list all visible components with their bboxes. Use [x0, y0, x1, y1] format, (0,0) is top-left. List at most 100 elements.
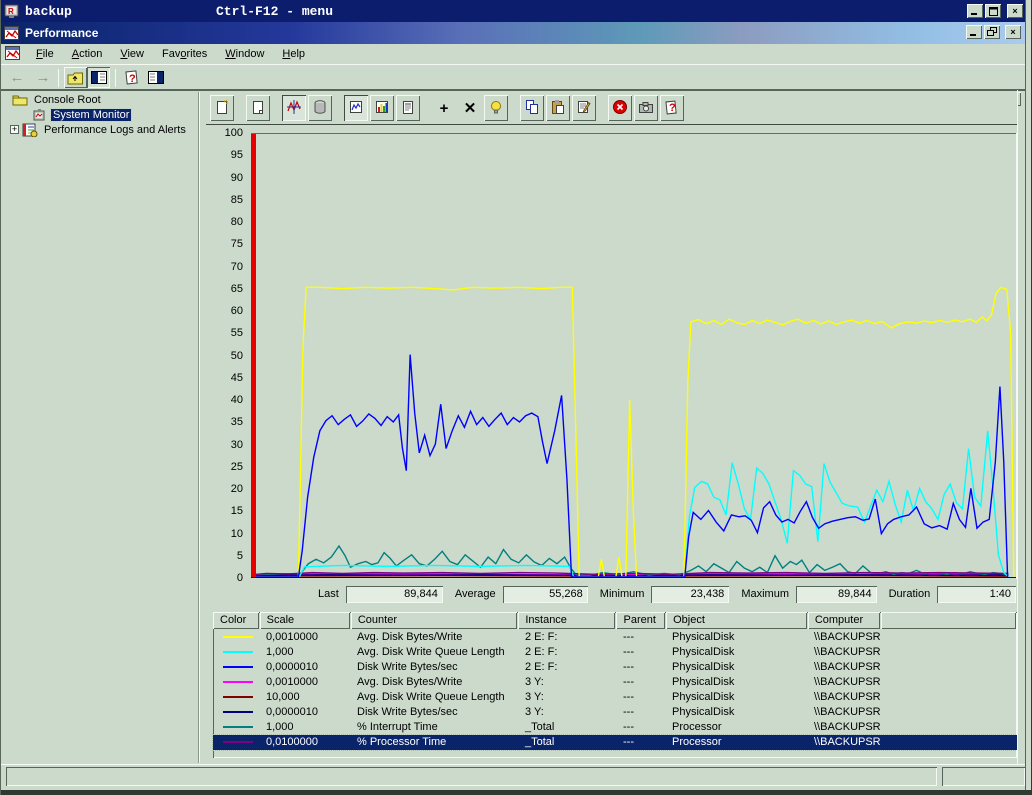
minimum-label: Minimum — [599, 588, 645, 600]
legend-row[interactable]: 0,0000010 Disk Write Bytes/sec 3 Y: --- Phys… — [213, 705, 1017, 720]
legend-cell: 3 Y: — [525, 691, 544, 703]
legend-cell: PhysicalDisk — [672, 676, 735, 688]
legend-cell — [213, 675, 259, 690]
view-report-button[interactable] — [396, 95, 420, 121]
freeze-display-button[interactable] — [608, 95, 632, 121]
system-monitor-panel: + ✕? 0 5 10 15 20 25 30 35 40 45 50 55 60 65 70 75 80 85 90… — [206, 91, 1018, 763]
performance-title-bar[interactable]: Performance × — [1, 22, 1032, 44]
legend-row[interactable]: 0,0000010 Disk Write Bytes/sec 2 E: F: --- P… — [213, 660, 1017, 675]
legend-cell — [880, 630, 1016, 645]
view-log-data-button[interactable] — [308, 95, 332, 121]
minimize-button[interactable] — [967, 4, 983, 18]
tree-expander-icon[interactable]: + — [10, 124, 19, 134]
legend-cell: \\BACKUPSRV — [814, 646, 880, 658]
add-counter-button[interactable]: + — [432, 95, 456, 121]
legend-header: Color Scale Counter Instance Parent Object Com… — [213, 612, 1017, 630]
performance-app-icon — [4, 25, 19, 40]
console-workspace — [1, 90, 1032, 764]
series-line-3 — [251, 546, 1008, 576]
y-axis-tick: 90 — [230, 171, 243, 184]
menu-favorites[interactable]: Favorites — [162, 48, 208, 60]
toolbar-rule — [206, 124, 1017, 125]
time-bar — [251, 134, 256, 577]
legend-cell: --- — [623, 721, 634, 733]
legend-cell: \\BACKUPSRV — [814, 691, 880, 703]
maximize-button[interactable] — [985, 4, 1001, 18]
new-page-icon — [214, 99, 230, 118]
freeze-icon — [612, 99, 628, 118]
menu-file[interactable]: File — [36, 48, 54, 60]
menu-window[interactable]: Window — [225, 48, 265, 60]
show-hide-pane-button[interactable] — [144, 67, 167, 88]
update-data-button[interactable] — [634, 95, 658, 121]
close-button[interactable]: × — [1005, 25, 1021, 39]
help-topics-button[interactable]: ? — [121, 67, 144, 88]
view-histogram-button[interactable] — [370, 95, 394, 121]
clear-display-button[interactable] — [246, 95, 270, 121]
legend-column-header[interactable]: Counter — [350, 612, 518, 629]
console-window-icon — [5, 46, 20, 60]
minimize-button[interactable] — [966, 25, 982, 39]
legend-column-header[interactable]: Color — [213, 612, 259, 629]
legend-cell — [880, 660, 1016, 675]
window-border-bottom — [1, 790, 1032, 795]
menu-action[interactable]: Action — [71, 48, 103, 60]
legend-column-header[interactable]: Scale — [259, 612, 350, 629]
tree-item-system-monitor[interactable]: System Monitor — [4, 107, 198, 122]
legend-rows: 0,0010000 Avg. Disk Bytes/Write 2 E: F: ---… — [212, 630, 1018, 751]
legend-cell: Disk Write Bytes/sec — [357, 706, 458, 718]
counter-color-swatch — [223, 726, 253, 729]
legend-cell: % Interrupt Time — [357, 721, 438, 733]
help-button[interactable]: ? — [660, 95, 684, 121]
y-axis-tick: 85 — [230, 193, 243, 206]
legend-cell — [880, 735, 1016, 750]
vnc-title-bar[interactable]: R backup Ctrl-F12 - menu × — [1, 0, 1032, 22]
new-counter-set-button[interactable] — [210, 95, 234, 121]
highlight-button[interactable] — [484, 95, 508, 121]
app-title: Performance — [25, 26, 99, 40]
legend-row[interactable]: 0,0100000 % Processor Time _Total --- Proces… — [212, 734, 1018, 751]
legend-row[interactable]: 1,000 Avg. Disk Write Queue Length 2 E: F:… — [213, 645, 1017, 660]
tree-item-performance-logs[interactable]: + Performance Logs and Alerts — [4, 122, 198, 137]
window-title-hint: Ctrl-F12 - menu — [216, 3, 334, 19]
legend-column-header[interactable]: Parent — [616, 612, 666, 629]
legend-cell: \\BACKUPSRV — [814, 706, 880, 718]
y-axis-tick: 15 — [230, 505, 243, 518]
legend-column-header[interactable] — [881, 612, 1016, 629]
y-axis-tick: 20 — [230, 483, 243, 495]
forward-arrow-icon[interactable]: → — [35, 69, 51, 86]
legend-column-header[interactable]: Computer — [807, 612, 881, 629]
counter-color-swatch — [223, 711, 253, 714]
up-one-level-button[interactable] — [64, 67, 87, 88]
y-axis-tick: 45 — [230, 371, 243, 384]
legend-cell: 0,0000010 — [266, 706, 318, 718]
panel-splitter[interactable] — [198, 92, 200, 763]
legend-cell: Avg. Disk Write Queue Length — [357, 691, 505, 703]
legend-column-header[interactable]: Object — [666, 612, 807, 629]
legend-row[interactable]: 10,000 Avg. Disk Write Queue Length 3 Y: --… — [213, 690, 1017, 705]
legend-row[interactable]: 0,0010000 Avg. Disk Bytes/Write 2 E: F: ---… — [213, 630, 1017, 645]
legend-row[interactable]: 1,000 % Interrupt Time _Total --- Processor \… — [213, 720, 1017, 735]
paste-counter-list-button[interactable] — [546, 95, 570, 121]
y-axis-tick: 70 — [230, 260, 243, 273]
view-current-activity-button[interactable] — [282, 95, 306, 121]
show-hide-console-tree-button[interactable] — [87, 67, 110, 88]
view-graph-button[interactable] — [344, 95, 368, 121]
legend-column-header[interactable]: Instance — [518, 612, 616, 629]
tree-item-console-root[interactable]: Console Root — [4, 92, 198, 107]
menu-view[interactable]: View — [120, 48, 144, 60]
help-page-icon: ? — [664, 99, 680, 118]
copy-properties-button[interactable] — [520, 95, 544, 121]
menu-help[interactable]: Help — [282, 48, 306, 60]
legend-row[interactable]: 0,0010000 Avg. Disk Bytes/Write 3 Y: --- Phy… — [213, 675, 1017, 690]
restore-button[interactable] — [984, 25, 1000, 39]
back-arrow-icon[interactable]: ← — [9, 69, 25, 86]
delete-counter-button[interactable]: ✕ — [458, 95, 482, 121]
show-hide-pane-icon — [147, 71, 164, 84]
legend-cell: _Total — [525, 721, 555, 733]
average-label: Average — [454, 588, 496, 600]
properties-button[interactable] — [572, 95, 596, 121]
counter-color-swatch — [223, 651, 253, 654]
y-axis-tick: 55 — [230, 327, 243, 340]
close-button[interactable]: × — [1007, 4, 1023, 18]
